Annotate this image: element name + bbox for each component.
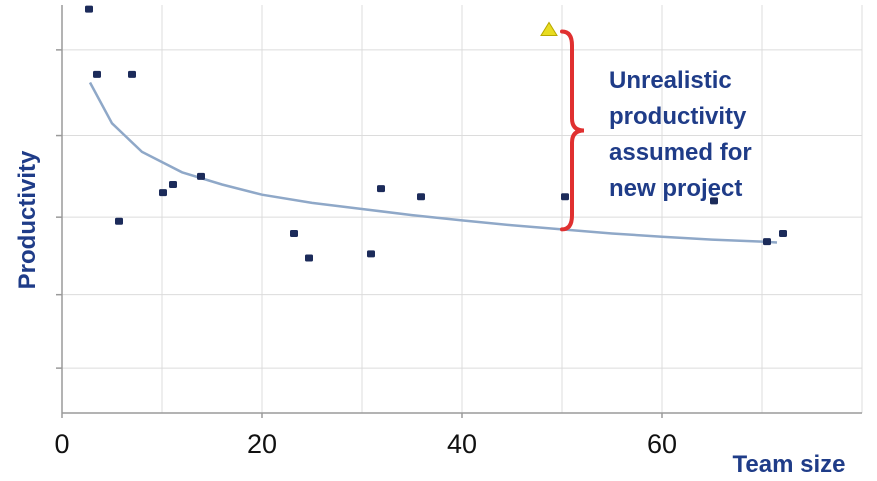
data-point [305, 254, 313, 262]
data-point [93, 70, 101, 78]
x-tick-label: 40 [447, 429, 477, 459]
data-point [367, 250, 375, 258]
data-point [169, 181, 177, 189]
data-point [197, 172, 205, 180]
annotation-line: Unrealistic [609, 67, 732, 94]
annotation-text: Unrealistic productivity assumed for new pr… [609, 67, 752, 202]
data-point [710, 197, 718, 205]
trend-line [88, 81, 778, 244]
annotation-line: new project [609, 175, 742, 202]
data-point [377, 185, 385, 193]
x-tick-label: 0 [54, 429, 69, 459]
data-point [115, 217, 123, 225]
data-point [128, 70, 136, 78]
y-axis-ticks [56, 49, 62, 369]
x-tick-labels: 0 20 40 60 [54, 413, 677, 459]
x-tick-label: 20 [247, 429, 277, 459]
data-point [779, 229, 787, 237]
x-tick-label: 60 [647, 429, 677, 459]
data-point [417, 193, 425, 201]
annotation-line: assumed for [609, 139, 752, 166]
annotation-brace [560, 29, 585, 232]
data-point [159, 189, 167, 197]
chart-grid [62, 5, 863, 413]
annotation-line: productivity [609, 103, 747, 130]
new-project-marker [540, 21, 558, 36]
data-point [85, 5, 93, 13]
y-axis-title: Productivity [14, 150, 41, 289]
data-points [85, 5, 787, 262]
data-point [763, 238, 771, 246]
x-axis-title: Team size [733, 451, 846, 478]
data-point [290, 229, 298, 237]
data-point [561, 193, 569, 201]
